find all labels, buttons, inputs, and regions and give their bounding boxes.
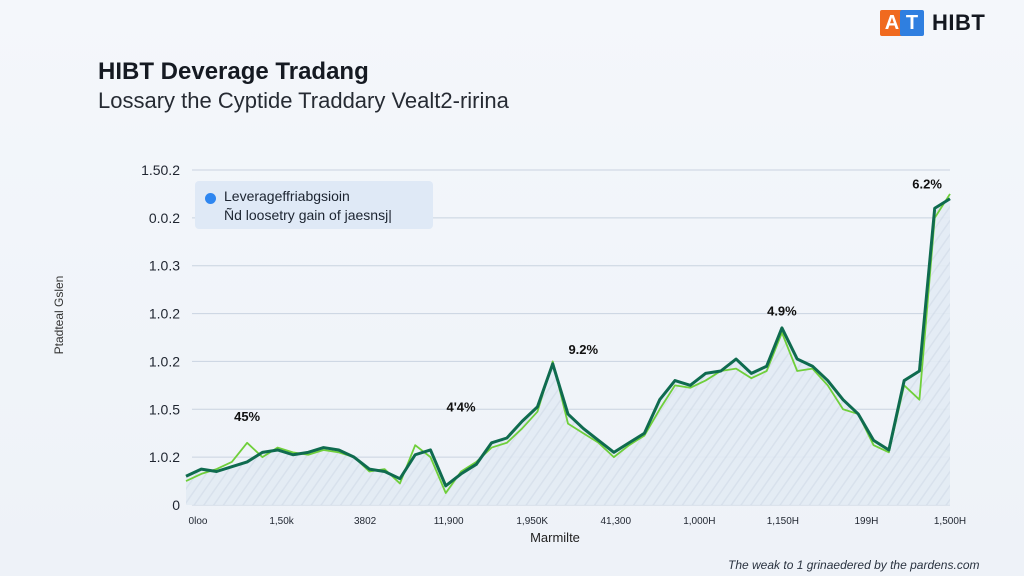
logo-t-block: T [900, 10, 924, 36]
data-label: 4.9% [767, 304, 797, 319]
y-tick-labels: 1.50.2 0.0.2 1.0.3 1.0.2 1.0.2 1.0.5 1.0.2 0 [141, 162, 180, 513]
chart-title: HIBT Deverage Tradang [98, 58, 369, 85]
data-label: 6.2% [912, 177, 942, 192]
y-tick-label: 1.50.2 [141, 162, 180, 178]
chart-legend: Leverageffriabgsioin Ñd loosetry gain of… [195, 181, 433, 229]
data-label: 9.2% [568, 342, 598, 357]
x-tick-label: 1,000H [683, 516, 715, 527]
y-tick-label: 1.0.2 [149, 306, 180, 322]
x-axis-label: Marmilte [530, 530, 580, 545]
y-tick-label: 0.0.2 [149, 210, 180, 226]
data-label: 4'4% [446, 399, 476, 414]
x-tick-label: 11,900 [434, 516, 464, 527]
series-line-secondary [185, 193, 951, 494]
series-line-primary [185, 197, 951, 488]
y-tick-label: 1.0.5 [149, 401, 180, 417]
footer-note: The weak to 1 grinaedered by the pardens… [728, 558, 980, 572]
series-lines [185, 193, 951, 494]
y-tick-label: 1.0.2 [149, 449, 180, 465]
x-tick-labels: 0loo 1,50k 3802 11,900 1,950K 41,300 1,000H 1,1… [189, 516, 967, 527]
area-fill [186, 198, 950, 505]
series-area [186, 198, 950, 505]
brand-logo: A T HIBT [880, 8, 985, 38]
data-label: 45% [234, 409, 260, 424]
logo-mark-icon: A T [880, 10, 926, 36]
x-tick-label: 1,150H [767, 516, 799, 527]
x-tick-label: 41,300 [600, 516, 631, 527]
y-axis-label: Ptadteal Gslen [52, 275, 66, 355]
x-tick-label: 199H [854, 516, 878, 527]
x-tick-label: 1,500H [934, 516, 966, 527]
legend-entry-secondary: Ñd loosetry gain of jaesnsj| [224, 207, 392, 223]
x-tick-label: 3802 [354, 516, 377, 527]
annotations: 45% 4'4% 9.2% 4.9% 6.2% [234, 177, 942, 424]
chart-subtitle: Lossary the Cyptide Traddary Vealt2-riri… [98, 88, 509, 113]
legend-marker-icon [205, 193, 216, 204]
y-tick-label: 0 [172, 497, 180, 513]
x-tick-label: 1,950K [516, 516, 548, 527]
x-tick-label: 0loo [189, 516, 208, 527]
y-tick-label: 1.0.2 [149, 353, 180, 369]
y-tick-label: 1.0.3 [149, 258, 180, 274]
x-tick-label: 1,50k [269, 516, 294, 527]
brand-name: HIBT [932, 10, 986, 35]
legend-entry-primary: Leverageffriabgsioin [224, 188, 350, 204]
